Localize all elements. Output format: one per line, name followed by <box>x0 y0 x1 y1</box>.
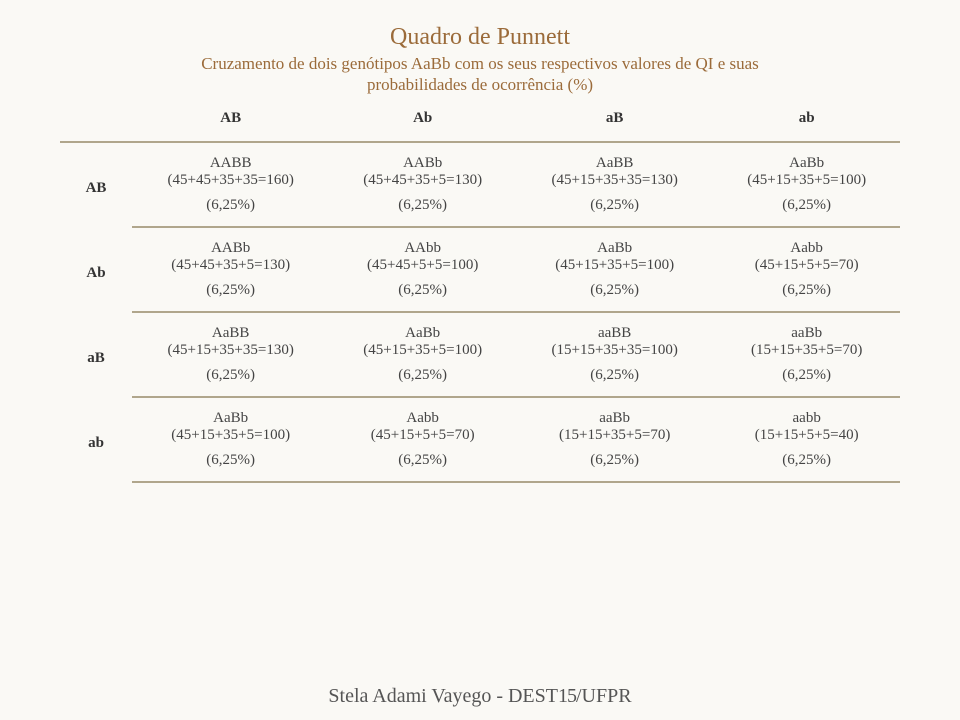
table-row: aB AaBB(45+15+35+35=130) AaBb(45+15+35+5… <box>60 312 900 363</box>
col-hdr: Ab <box>329 102 516 142</box>
col-hdr: AB <box>132 102 329 142</box>
cell: AaBB(45+15+35+35=130) <box>516 142 713 193</box>
table-row: ab AaBb(45+15+35+5=100) Aabb(45+15+5+5=7… <box>60 397 900 448</box>
cell: aabb(15+15+5+5=40) <box>713 397 900 448</box>
cell: Aabb(45+15+5+5=70) <box>329 397 516 448</box>
pct-row: (6,25%)(6,25%)(6,25%)(6,25%) <box>60 448 900 482</box>
punnett-table: AB Ab aB ab AB AABB(45+45+35+35=160) AAB… <box>60 102 900 483</box>
row-hdr: Ab <box>60 227 132 312</box>
column-header-row: AB Ab aB ab <box>60 102 900 142</box>
cell: AaBb(45+15+35+5=100) <box>713 142 900 193</box>
row-hdr: ab <box>60 397 132 482</box>
cell: AABb(45+45+35+5=130) <box>132 227 329 278</box>
cell: aaBB(15+15+35+35=100) <box>516 312 713 363</box>
cell: AaBB(45+15+35+35=130) <box>132 312 329 363</box>
cell: AAbb(45+45+5+5=100) <box>329 227 516 278</box>
footer: Stela Adami Vayego - DEST15/UFPR <box>0 685 960 708</box>
cell: AaBb(45+15+35+5=100) <box>329 312 516 363</box>
cell: Aabb(45+15+5+5=70) <box>713 227 900 278</box>
page-subtitle: Cruzamento de dois genótipos AaBb com os… <box>40 53 920 96</box>
page-title: Quadro de Punnett <box>40 24 920 51</box>
pct-row: (6,25%)(6,25%)(6,25%)(6,25%) <box>60 278 900 312</box>
pct-row: (6,25%)(6,25%)(6,25%)(6,25%) <box>60 363 900 397</box>
row-hdr: AB <box>60 142 132 227</box>
col-hdr: aB <box>516 102 713 142</box>
row-hdr: aB <box>60 312 132 397</box>
col-hdr: ab <box>713 102 900 142</box>
cell: aaBb(15+15+35+5=70) <box>713 312 900 363</box>
cell: AaBb(45+15+35+5=100) <box>132 397 329 448</box>
cell: AABB(45+45+35+35=160) <box>132 142 329 193</box>
table-row: Ab AABb(45+45+35+5=130) AAbb(45+45+5+5=1… <box>60 227 900 278</box>
pct-row: (6,25%)(6,25%)(6,25%)(6,25%) <box>60 193 900 227</box>
cell: AABb(45+45+35+5=130) <box>329 142 516 193</box>
cell: AaBb(45+15+35+5=100) <box>516 227 713 278</box>
table-row: AB AABB(45+45+35+35=160) AABb(45+45+35+5… <box>60 142 900 193</box>
cell: aaBb(15+15+35+5=70) <box>516 397 713 448</box>
